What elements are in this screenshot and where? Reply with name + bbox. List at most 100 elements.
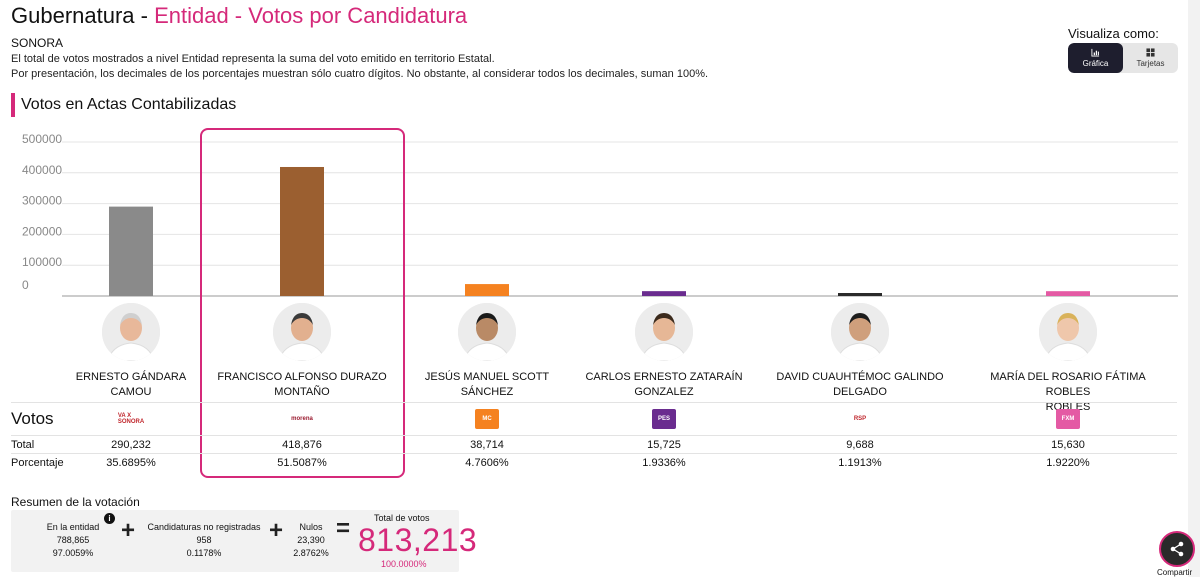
view-toggle: Gráfica Tarjetas (1068, 43, 1178, 73)
candidate-percentage: 35.6895% (106, 457, 156, 469)
bar-3[interactable] (465, 284, 509, 296)
candidate-name-line: DELGADO (833, 386, 887, 398)
candidate-name-line: CAMOU (110, 386, 152, 398)
candidate-photo (831, 303, 889, 361)
summary-nulos-pct: 2.8762% (293, 548, 329, 558)
view-option-grafica[interactable]: Gráfica (1068, 43, 1123, 73)
rsp-icon: RSP (848, 409, 872, 429)
candidate-percentage: 51.5087% (277, 457, 327, 469)
candidate-name: JESÚS MANUEL SCOTT SÁNCHEZ (392, 370, 582, 400)
candidate-total-votes: 15,725 (647, 439, 681, 451)
scrollbar[interactable] (1188, 0, 1200, 577)
y-tick-label: 0 (22, 278, 29, 292)
y-tick-label: 100000 (22, 255, 62, 269)
candidate-photo (458, 303, 516, 361)
candidate-name-line: ERNESTO GÁNDARA (75, 371, 187, 383)
section-accent (11, 93, 15, 117)
summary-no-reg-votes: 958 (196, 535, 212, 545)
y-tick-label: 300000 (22, 194, 62, 208)
summary-total-pct: 100.0000% (381, 559, 427, 569)
bar-2[interactable] (280, 166, 324, 296)
summary-nulos-votes: 23,390 (297, 535, 325, 545)
candidate-photo (102, 303, 160, 361)
bar-6[interactable] (1046, 291, 1090, 296)
candidate-name-line: SÁNCHEZ (460, 386, 514, 398)
candidate-name: MARÍA DEL ROSARIO FÁTIMA ROBLES ROBLES (973, 370, 1163, 415)
divider (11, 453, 1177, 454)
title-highlight: Entidad - Votos por Candidatura (154, 3, 468, 28)
summary-no-registradas: Candidaturas no registradas 958 0.1178% (142, 521, 266, 560)
section-header: Votos en Actas Contabilizadas (11, 93, 236, 117)
divider (11, 402, 1177, 403)
candidate-name-line: CARLOS ERNESTO ZATARAÍN (585, 371, 743, 383)
row-label-votos: Votos (11, 409, 54, 428)
pes-icon: PES (652, 409, 676, 429)
candidate-name-line: GONZALEZ (634, 386, 694, 398)
summary-no-reg-label: Candidaturas no registradas (147, 522, 261, 532)
candidate-percentage: 1.1913% (838, 457, 882, 469)
summary-entidad-label: En la entidad (46, 522, 100, 532)
candidate-percentage: 1.9220% (1046, 457, 1090, 469)
summary-panel (11, 510, 459, 572)
fuerza-por-mexico-icon: FXM (1056, 409, 1080, 429)
summary-entidad-votes: 788,865 (56, 535, 90, 545)
y-tick-label: 400000 (22, 163, 62, 177)
bar-4[interactable] (642, 291, 686, 296)
divider (11, 435, 1177, 436)
candidate-total-votes: 418,876 (282, 439, 322, 451)
candidate-total-votes: 15,630 (1051, 439, 1085, 451)
summary-entidad-pct: 97.0059% (52, 548, 94, 558)
candidate-photo (635, 303, 693, 361)
summary-title: Resumen de la votación (11, 495, 140, 509)
view-option-tarjetas[interactable]: Tarjetas (1123, 43, 1178, 73)
candidate-name-line: MARÍA DEL ROSARIO FÁTIMA ROBLES (990, 371, 1146, 398)
view-toggle-label: Visualiza como: (1068, 26, 1159, 41)
candidate-total-votes: 290,232 (111, 439, 151, 451)
va-x-sonora-icon: VA X SONORA (118, 409, 144, 429)
candidate-photo (273, 303, 331, 361)
equals-icon: = (336, 515, 351, 542)
bar-1[interactable] (109, 206, 153, 296)
candidate-name: ERNESTO GÁNDARA CAMOU (36, 370, 226, 400)
view-option-label: Tarjetas (1136, 59, 1165, 68)
votes-bar-chart: 500000 400000 300000 200000 100000 0 (22, 132, 1178, 297)
candidate-name: FRANCISCO ALFONSO DURAZO MONTAÑO (207, 370, 397, 400)
row-label-porcentaje: Porcentaje (11, 457, 64, 469)
section-title: Votos en Actas Contabilizadas (21, 96, 237, 113)
y-tick-label: 500000 (22, 132, 62, 146)
candidate-name-line: MONTAÑO (274, 386, 330, 398)
y-tick-label: 200000 (22, 224, 62, 238)
state-name: SONORA (11, 36, 64, 50)
plus-icon: + (269, 517, 284, 544)
note-total: El total de votos mostrados a nivel Enti… (11, 53, 495, 65)
summary-total-votes: 813,213 (358, 522, 478, 558)
bar-5[interactable] (838, 293, 882, 296)
candidate-name-line: JESÚS MANUEL SCOTT (424, 371, 550, 383)
candidate-name: CARLOS ERNESTO ZATARAÍN GONZALEZ (569, 370, 759, 400)
summary-nulos-label: Nulos (299, 522, 323, 532)
summary-entidad: En la entidad 788,865 97.0059% (40, 521, 106, 560)
candidate-total-votes: 38,714 (470, 439, 504, 451)
candidate-photo (1039, 303, 1097, 361)
share-icon (1170, 541, 1184, 557)
morena-icon: morena (290, 409, 314, 429)
candidate-name-line: FRANCISCO ALFONSO DURAZO (217, 371, 387, 383)
share-label: Compartir (1157, 568, 1193, 577)
candidate-name-line: DAVID CUAUHTÉMOC GALINDO (776, 371, 944, 383)
row-label-total: Total (11, 439, 35, 451)
bar-chart-icon (1091, 48, 1100, 57)
candidate-name: DAVID CUAUHTÉMOC GALINDO DELGADO (765, 370, 955, 400)
view-option-label: Gráfica (1082, 59, 1109, 68)
page-title: Gubernatura - Entidad - Votos por Candid… (11, 3, 467, 29)
plus-icon: + (121, 517, 136, 544)
info-icon[interactable]: i (104, 513, 115, 524)
candidate-percentage: 4.7606% (465, 457, 509, 469)
grid-icon (1146, 48, 1155, 57)
share-button[interactable] (1159, 531, 1195, 567)
summary-total-label: Total de votos (374, 513, 430, 523)
summary-no-reg-pct: 0.1178% (186, 548, 222, 558)
candidate-percentage: 1.9336% (642, 457, 686, 469)
summary-nulos: Nulos 23,390 2.8762% (290, 521, 332, 560)
title-prefix: Gubernatura - (11, 3, 155, 28)
candidate-total-votes: 9,688 (846, 439, 874, 451)
